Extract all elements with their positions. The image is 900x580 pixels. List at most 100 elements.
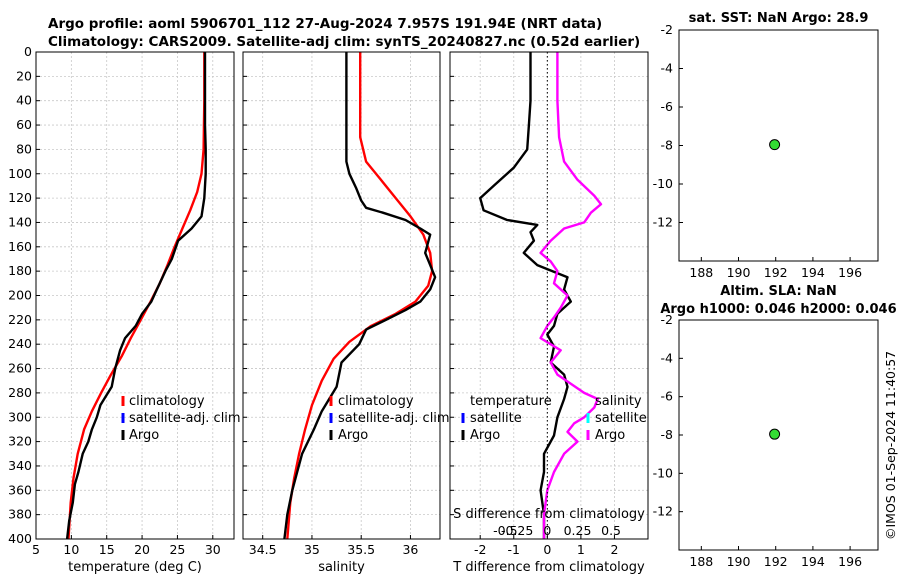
y-tick-label: -12: [653, 215, 673, 230]
x-tick-label: 5: [32, 542, 40, 557]
x-tick-label: 25: [169, 542, 185, 557]
y-tick-label: 300: [8, 409, 32, 424]
x-tick-label: 0: [543, 542, 551, 557]
x-tick-label: 2: [610, 542, 618, 557]
y-tick-label: 200: [8, 288, 32, 303]
sla-map-panel: -2 -4 -6 -8 -10 -12 188 190 192 194 196 Altim. SLA:…: [653, 284, 897, 569]
y-tick-label: 340: [8, 458, 32, 473]
y-tick-label: 320: [8, 434, 32, 449]
y-tick-label: 20: [16, 68, 32, 83]
legend-label: salinity: [595, 394, 642, 409]
y-tick-label: -6: [661, 389, 674, 404]
x-tick-label: 34.5: [249, 542, 277, 557]
x-tick-label: 35: [304, 542, 320, 557]
y-tick-label: 100: [8, 166, 32, 181]
argo-position-marker: [769, 428, 781, 440]
y-tick-label: -4: [661, 61, 674, 76]
map-title: sat. SST: NaN Argo: 28.9: [689, 11, 869, 26]
legend-label: satellite-adj. clim: [129, 411, 241, 426]
x-tick-label: 30: [205, 542, 221, 557]
y-tick-label: -6: [661, 99, 674, 114]
y-tick-label: -2: [661, 22, 673, 37]
y-tick-label: 240: [8, 336, 32, 351]
y-tick-label: 40: [16, 93, 32, 108]
top-tick-label: -0.25: [501, 523, 533, 538]
x-tick-label: 192: [764, 265, 788, 280]
x-tick-label: 188: [689, 554, 713, 569]
y-tick-label: 120: [8, 190, 32, 205]
top-tick-label: -0.5: [493, 523, 517, 538]
x-axis-label: temperature (deg C): [68, 560, 202, 575]
x-tick-label: 15: [99, 542, 115, 557]
x-tick-label: 194: [801, 554, 825, 569]
panel-frame: [449, 51, 649, 540]
x-axis-label: salinity: [318, 560, 365, 575]
y-tick-label: 80: [16, 141, 32, 156]
legend-label: climatology: [338, 394, 414, 409]
y-tick-label: 140: [8, 214, 32, 229]
x-tick-label: 194: [801, 265, 825, 280]
y-tick-label: 280: [8, 385, 32, 400]
y-tick-label: 220: [8, 312, 32, 327]
x-tick-label: 196: [838, 265, 862, 280]
map-frame: [678, 319, 879, 551]
top-tick-label: 0.5: [601, 523, 621, 538]
legend-label: Argo: [129, 428, 159, 443]
header-line1: Argo profile: aoml 5906701_112 27-Aug-20…: [48, 16, 602, 32]
series-line-climatology: [286, 52, 434, 540]
salinity-panel: 34.5 35 35.5 36 salinity climatology satellite…: [242, 51, 450, 575]
series-line-salinity-argo: [539, 52, 603, 539]
panel-frame: [242, 51, 441, 540]
y-tick-label: 180: [8, 263, 32, 278]
map-subtitle: Argo h1000: 0.046 h2000: 0.046: [660, 302, 896, 317]
difference-panel: -2 -1 0 1 2 T difference from climatology temp…: [449, 51, 649, 575]
y-tick-label: 400: [8, 531, 32, 546]
x-tick-label: -2: [474, 542, 486, 557]
x-axis-label: T difference from climatology: [452, 560, 645, 575]
y-tick-label: 0: [24, 44, 32, 59]
x-tick-label: 188: [689, 265, 713, 280]
legend-label: Argo: [595, 428, 625, 443]
sst-map-panel: -2 -4 -6 -8 -10 -12 188 190 192 194 196 sat. SST: N…: [653, 11, 879, 280]
timestamp-label: ©IMOS 01-Sep-2024 11:40:57: [883, 351, 898, 540]
y-tick-label: -2: [661, 312, 673, 327]
x-tick-label: 1: [577, 542, 585, 557]
series-line-argo: [283, 52, 437, 540]
x-tick-label: 190: [727, 265, 751, 280]
y-tick-label: -8: [661, 138, 674, 153]
header-line2: Climatology: CARS2009. Satellite-adj cli…: [48, 34, 640, 50]
x-tick-label: 196: [838, 554, 862, 569]
top-axis-label: S difference from climatology: [453, 507, 645, 522]
map-frame: [678, 29, 879, 262]
y-tick-label: 160: [8, 239, 32, 254]
legend-label: satellite: [470, 411, 522, 426]
temperature-panel: 0 20 40 60 80 100 120 140 160 180 200 220 240 260 280 3…: [8, 44, 240, 575]
x-tick-label: 36: [402, 542, 418, 557]
top-tick-label: 0.25: [564, 523, 592, 538]
legend-label: temperature: [470, 394, 552, 409]
x-tick-label: 10: [63, 542, 79, 557]
legend-label: satellite: [595, 411, 647, 426]
legend-label: climatology: [129, 394, 205, 409]
legend-label: Argo: [470, 428, 500, 443]
y-tick-label: -10: [653, 176, 673, 191]
y-tick-label: -8: [661, 427, 674, 442]
legend-label: satellite-adj. clim: [338, 411, 450, 426]
legend-label: Argo: [338, 428, 368, 443]
y-tick-label: -10: [653, 465, 673, 480]
map-title: Altim. SLA: NaN: [720, 284, 836, 299]
x-tick-label: 190: [727, 554, 751, 569]
top-tick-label: 0: [543, 523, 551, 538]
y-tick-label: 360: [8, 482, 32, 497]
y-tick-label: -12: [653, 504, 673, 519]
panel-frame: [35, 51, 235, 540]
y-tick-label: -4: [661, 350, 674, 365]
y-tick-label: 60: [16, 117, 32, 132]
x-tick-label: -1: [508, 542, 520, 557]
y-tick-label: 260: [8, 361, 32, 376]
series-line-argo: [65, 52, 207, 540]
y-tick-label: 380: [8, 507, 32, 522]
x-tick-label: 20: [134, 542, 150, 557]
x-tick-label: 35.5: [347, 542, 375, 557]
